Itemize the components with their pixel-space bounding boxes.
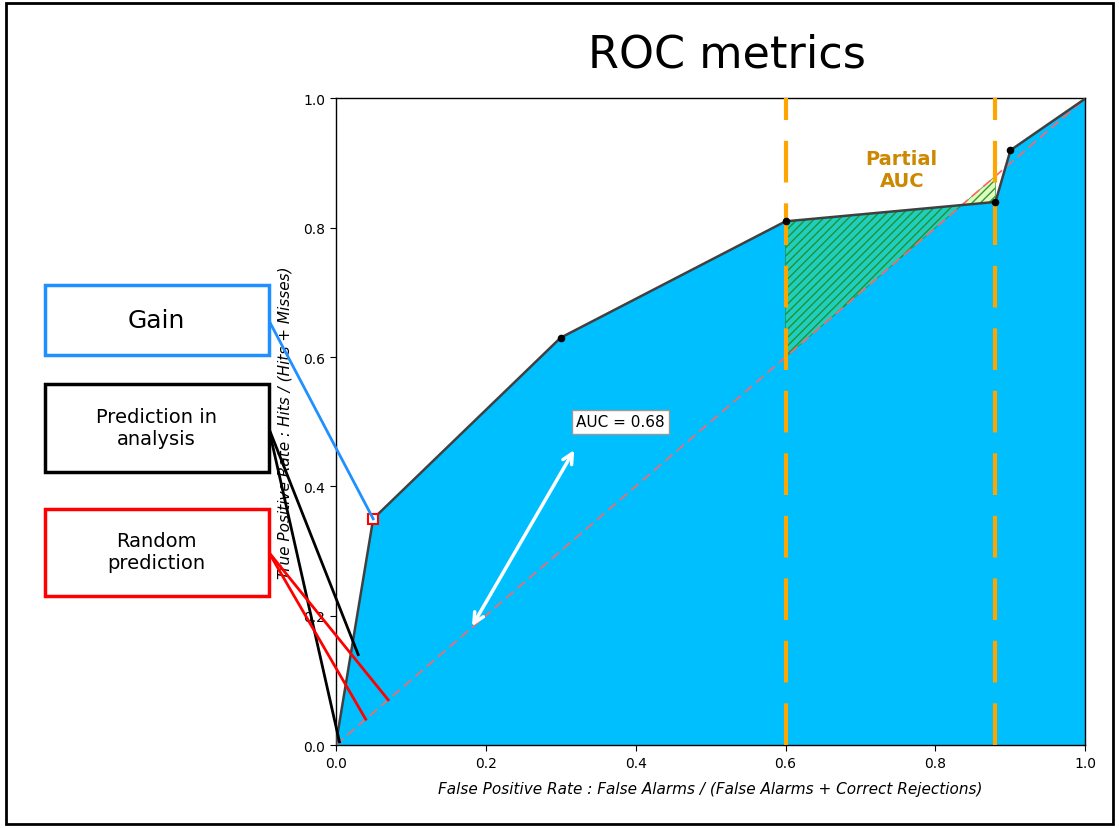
- Point: [987, 196, 1005, 209]
- Point: [1002, 144, 1019, 157]
- Text: Partial
AUC: Partial AUC: [866, 150, 938, 191]
- Text: Prediction in
analysis: Prediction in analysis: [96, 407, 217, 449]
- Text: Gain: Gain: [128, 309, 186, 332]
- Point: [552, 332, 570, 345]
- Y-axis label: True Positive Rate : Hits / (Hits + Misses): True Positive Rate : Hits / (Hits + Miss…: [278, 266, 292, 579]
- Point: [777, 215, 794, 229]
- Text: Random
prediction: Random prediction: [107, 532, 206, 573]
- Text: AUC = 0.68: AUC = 0.68: [576, 415, 665, 430]
- Point: [364, 513, 382, 526]
- Text: ROC metrics: ROC metrics: [589, 33, 866, 76]
- X-axis label: False Positive Rate : False Alarms / (False Alarms + Correct Rejections): False Positive Rate : False Alarms / (Fa…: [439, 781, 982, 796]
